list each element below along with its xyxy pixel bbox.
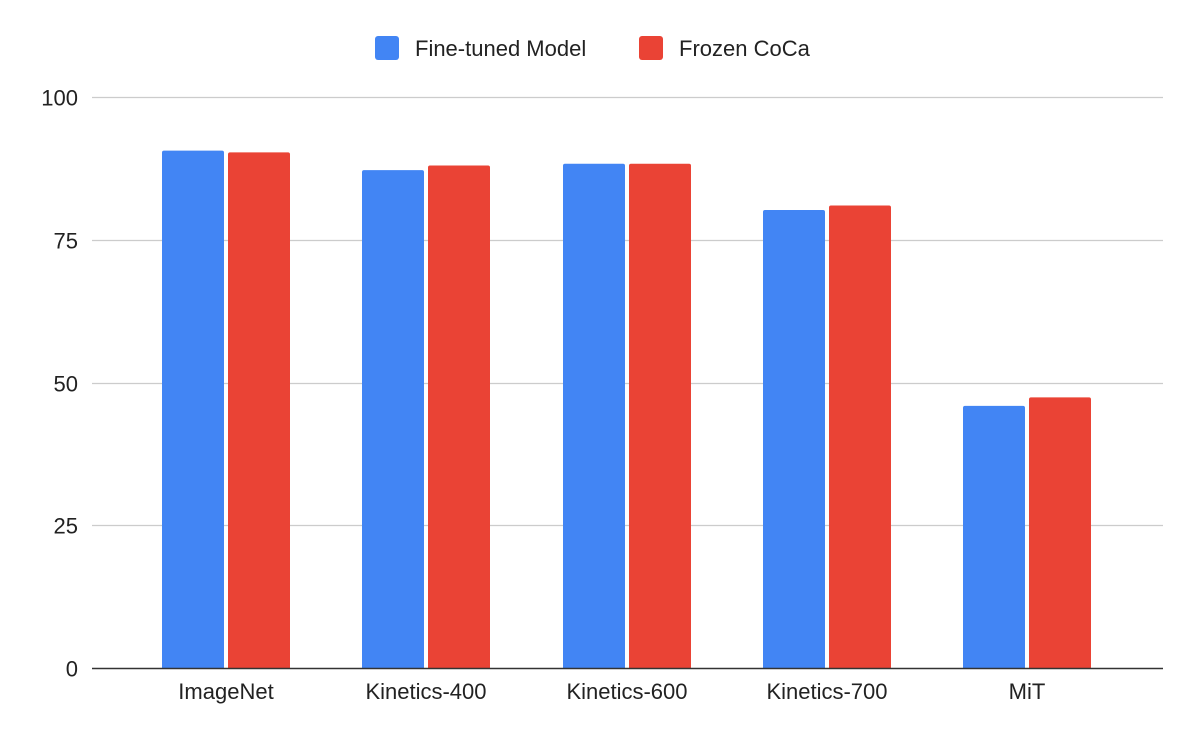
legend-label: Fine-tuned Model [415,36,586,61]
y-tick-label: 50 [54,372,78,397]
bars [162,150,1091,669]
legend-item-fine-tuned-model: Fine-tuned Model [375,36,586,61]
legend-label: Frozen CoCa [679,36,811,61]
bar-fine-tuned-model-imagenet [162,150,224,668]
legend-swatch [639,36,663,60]
x-tick-label: MiT [1009,679,1046,704]
legend: Fine-tuned Model Frozen CoCa [375,36,811,61]
y-tick-label: 25 [54,514,78,539]
bar-fine-tuned-model-kinetics-700 [763,210,825,669]
bar-frozen-coca-imagenet [228,152,290,669]
x-tick-label: ImageNet [178,679,273,704]
bar-fine-tuned-model-kinetics-400 [362,170,424,668]
legend-item-frozen-coca: Frozen CoCa [639,36,811,61]
x-tick-label: Kinetics-700 [766,679,887,704]
y-tick-label: 75 [54,229,78,254]
bar-frozen-coca-mit [1029,397,1091,668]
bar-frozen-coca-kinetics-700 [829,205,891,669]
y-axis: 0 25 50 75 100 [41,86,78,682]
bar-fine-tuned-model-mit [963,405,1025,668]
y-tick-label: 100 [41,86,78,111]
y-tick-label: 0 [66,657,78,682]
legend-swatch [375,36,399,60]
bar-fine-tuned-model-kinetics-600 [563,163,625,668]
bar-frozen-coca-kinetics-400 [428,165,490,668]
bar-frozen-coca-kinetics-600 [629,163,691,668]
x-tick-label: Kinetics-600 [566,679,687,704]
x-tick-label: Kinetics-400 [365,679,486,704]
x-axis: ImageNet Kinetics-400 Kinetics-600 Kinetics… [178,679,1045,704]
